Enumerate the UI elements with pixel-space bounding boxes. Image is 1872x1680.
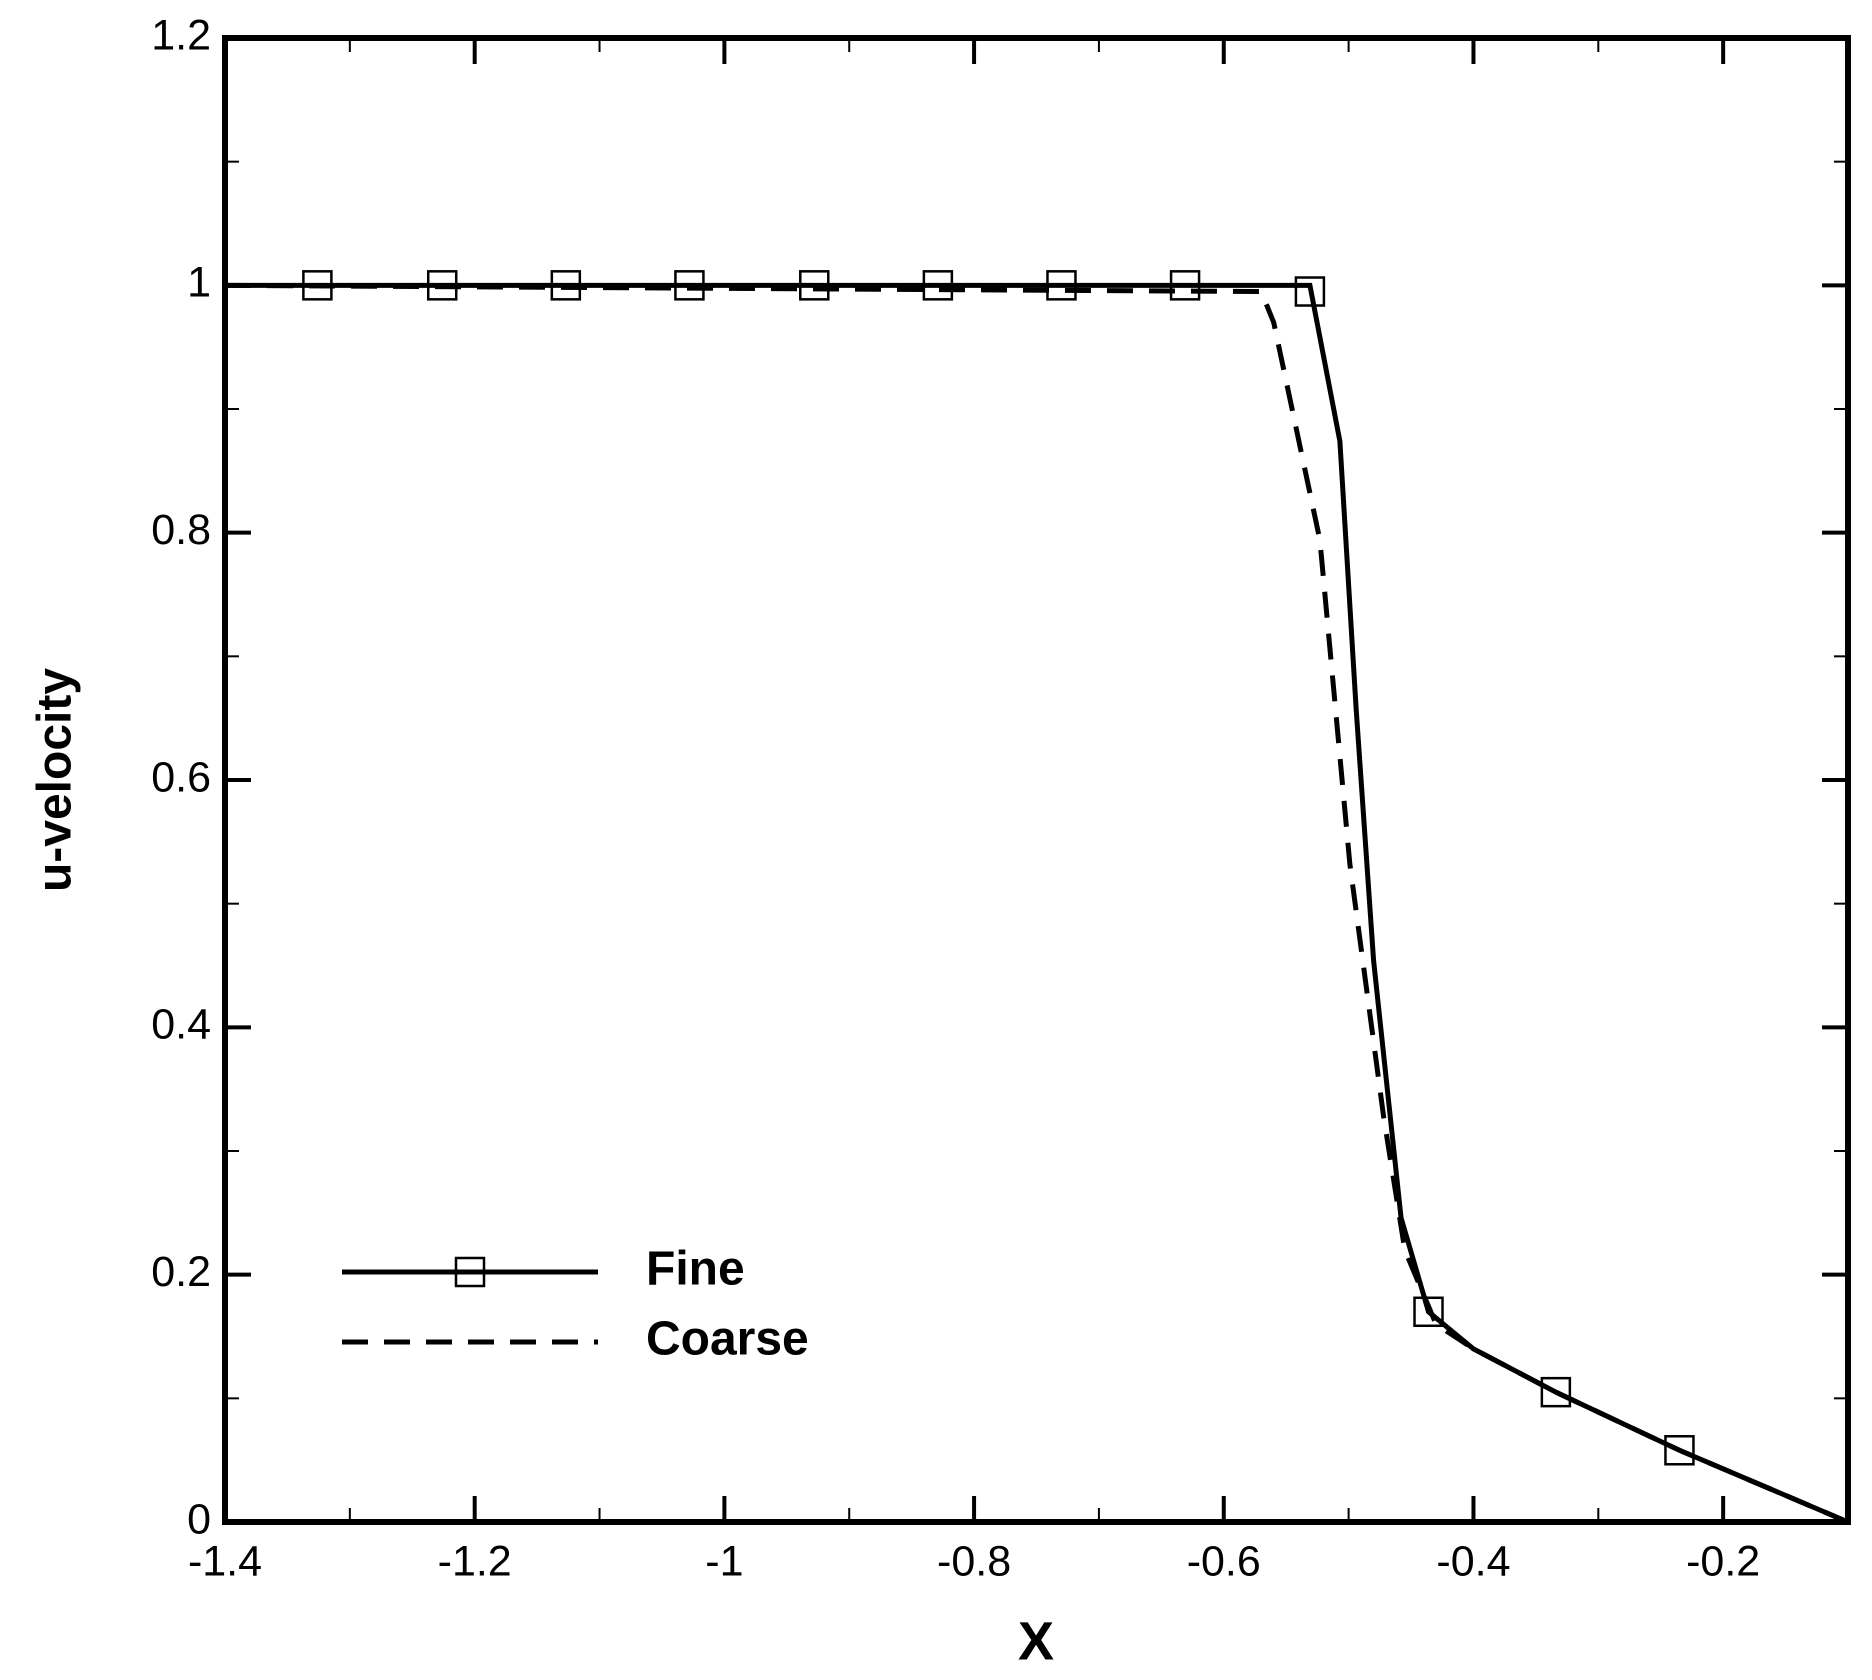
- x-tick-label: -1.4: [188, 1537, 262, 1585]
- marker: [1294, 276, 1326, 307]
- marker: [1046, 270, 1077, 301]
- legend-label: Coarse: [646, 1313, 809, 1366]
- marker: [1664, 1435, 1695, 1466]
- y-tick-label: 0.8: [151, 506, 211, 554]
- plot-frame: [222, 35, 1851, 1525]
- marker: [799, 270, 830, 301]
- data-line: [225, 282, 1849, 1525]
- x-tick-label: -0.6: [1187, 1537, 1261, 1585]
- y-tick-label: 0.2: [151, 1248, 211, 1296]
- marker: [674, 270, 705, 301]
- marker: [922, 270, 954, 301]
- x-tick-label: -0.8: [937, 1537, 1011, 1585]
- y-tick-label: 1.2: [151, 11, 211, 59]
- x-tick-label: -1: [705, 1537, 743, 1585]
- x-tick-label: -0.4: [1436, 1537, 1510, 1585]
- y-tick-label: 0.6: [151, 753, 211, 801]
- x-tick-label: -0.2: [1686, 1537, 1760, 1585]
- y-axis-label: u-velocity: [29, 668, 82, 892]
- x-axis-label: X: [1018, 1611, 1054, 1671]
- marker: [1540, 1376, 1572, 1408]
- marker: [1413, 1296, 1444, 1328]
- y-tick-label: 0.4: [151, 1001, 211, 1049]
- data-line: [224, 282, 1849, 1525]
- marker: [1169, 270, 1201, 301]
- y-tick-label: 1: [187, 259, 211, 307]
- legend-label: Fine: [646, 1243, 745, 1296]
- marker: [454, 1256, 486, 1288]
- y-tick-label: 0: [187, 1495, 211, 1543]
- x-tick-label: -1.2: [438, 1537, 512, 1585]
